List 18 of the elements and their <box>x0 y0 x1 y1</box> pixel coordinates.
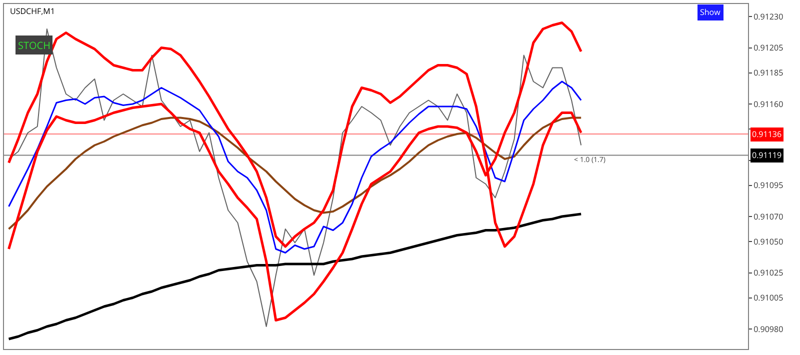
chart-title: USDCHF,M1 <box>10 6 55 17</box>
line-series <box>8 80 582 254</box>
line-series <box>8 212 582 340</box>
y-tick-label: 0.91205 <box>754 42 784 54</box>
line-series <box>8 116 582 230</box>
y-tick-label: 0.91005 <box>754 292 784 304</box>
y-tick-label: 0.90980 <box>754 324 784 335</box>
y-tick-label: 0.91070 <box>754 211 784 222</box>
y-tick-label: 0.91050 <box>754 236 784 248</box>
y-tick-label: 0.91095 <box>754 180 784 192</box>
annotation: Show <box>700 7 722 18</box>
ref-line-label: 0.91136 <box>752 129 782 140</box>
ref-line-label: 0.91119 <box>752 150 782 161</box>
y-tick-label: 0.91230 <box>754 11 784 22</box>
annotation: STOCH <box>18 38 50 52</box>
y-tick-label: 0.91160 <box>754 98 784 110</box>
y-tick-label: 0.91185 <box>754 68 784 79</box>
y-tick-label: 0.91025 <box>754 268 784 279</box>
